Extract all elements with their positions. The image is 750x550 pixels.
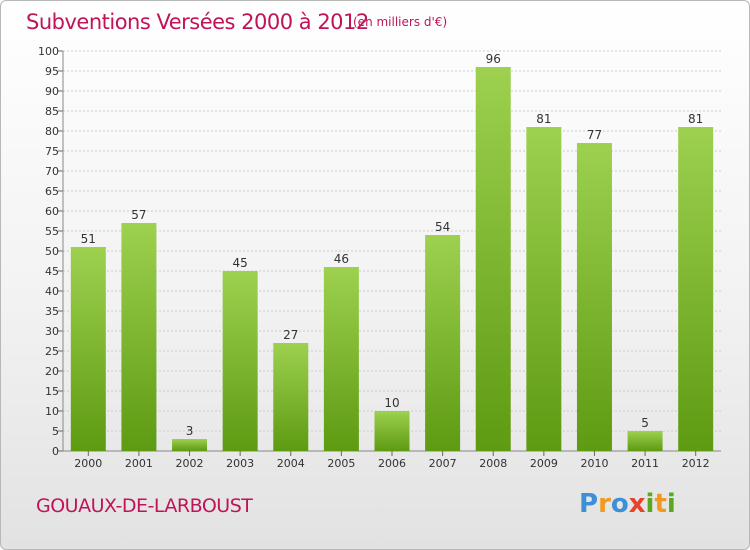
x-tick-label-2012: 2012 <box>682 457 710 470</box>
x-tick-label-2011: 2011 <box>631 457 659 470</box>
y-tick-label: 50 <box>45 245 59 258</box>
x-tick-labels: 2000 2001 2002 2003 2004 2005 2006 2007 2008 2009… <box>74 457 709 470</box>
y-tick-label: 60 <box>45 205 59 218</box>
logo-letter: o <box>610 489 629 519</box>
y-tick-label: 45 <box>45 265 59 278</box>
data-label-2009: 81 <box>536 112 551 126</box>
data-label-2006: 10 <box>384 396 399 410</box>
bar-2000 <box>70 247 106 451</box>
y-tick-labels: 0 5 10 15 20 25 30 35 40 45 50 55 60 65 70 75 80 85 90 95 10… <box>38 45 59 458</box>
logo-letter: x <box>628 489 646 519</box>
x-tick-label-2001: 2001 <box>125 457 153 470</box>
x-tick-label-2010: 2010 <box>580 457 608 470</box>
data-labels: 51 57 3 45 27 46 10 54 96 81 77 5 81 <box>81 52 704 438</box>
bar-2009 <box>526 127 562 451</box>
data-label-2001: 57 <box>131 208 146 222</box>
x-tick-label-2005: 2005 <box>327 457 355 470</box>
data-label-2002: 3 <box>186 424 194 438</box>
data-label-2004: 27 <box>283 328 298 342</box>
y-tick-label: 90 <box>45 85 59 98</box>
bar-2003 <box>222 271 258 451</box>
data-label-2011: 5 <box>641 416 649 430</box>
bar-2006 <box>374 411 410 451</box>
logo-letter: i <box>666 489 676 519</box>
x-tick-label-2003: 2003 <box>226 457 254 470</box>
x-tick-label-2006: 2006 <box>378 457 406 470</box>
y-tick-label: 95 <box>45 65 59 78</box>
x-tick-label-2004: 2004 <box>277 457 305 470</box>
data-label-2000: 51 <box>81 232 96 246</box>
bar-2010 <box>576 143 612 451</box>
y-tick-label: 65 <box>45 185 59 198</box>
bar-2012 <box>678 127 714 451</box>
bar-2011 <box>627 431 663 451</box>
logo-letter: t <box>654 489 667 519</box>
bars <box>70 67 714 451</box>
x-tick-label-2009: 2009 <box>530 457 558 470</box>
y-tick-label: 20 <box>45 365 59 378</box>
proxiti-logo: Proxiti <box>579 489 676 519</box>
x-tick-label-2007: 2007 <box>429 457 457 470</box>
y-tick-label: 85 <box>45 105 59 118</box>
y-tick-label: 5 <box>52 425 59 438</box>
y-tick-label: 30 <box>45 325 59 338</box>
y-tick-label: 35 <box>45 305 59 318</box>
data-label-2012: 81 <box>688 112 703 126</box>
x-tick-label-2002: 2002 <box>176 457 204 470</box>
data-label-2008: 96 <box>486 52 501 66</box>
grid-lines <box>63 50 721 452</box>
commune-name: GOUAUX-DE-LARBOUST <box>36 495 253 517</box>
y-tick-label: 70 <box>45 165 59 178</box>
unit-note: (en milliers d'€) <box>353 15 448 29</box>
bar-2004 <box>273 343 309 451</box>
data-label-2007: 54 <box>435 220 450 234</box>
bar-2001 <box>121 223 157 451</box>
logo-letter: r <box>598 489 611 519</box>
logo-letter: P <box>579 489 599 519</box>
bar-2007 <box>425 235 461 451</box>
bar-2008 <box>475 67 511 451</box>
y-tick-label: 10 <box>45 405 59 418</box>
bar-2005 <box>323 267 359 451</box>
y-tick-label: 55 <box>45 225 59 238</box>
data-label-2003: 45 <box>233 256 248 270</box>
chart-title: Subventions Versées 2000 à 2012 <box>26 10 369 34</box>
y-tick-label: 75 <box>45 145 59 158</box>
y-tick-label: 100 <box>38 45 59 58</box>
y-tick-label: 40 <box>45 285 59 298</box>
bar-2002 <box>172 439 208 451</box>
logo-letter: i <box>645 489 655 519</box>
x-tick-label-2008: 2008 <box>479 457 507 470</box>
y-tick-label: 15 <box>45 385 59 398</box>
data-label-2010: 77 <box>587 128 602 142</box>
data-label-2005: 46 <box>334 252 349 266</box>
x-tick-label-2000: 2000 <box>74 457 102 470</box>
y-tick-label: 25 <box>45 345 59 358</box>
y-tick-label: 80 <box>45 125 59 138</box>
y-tick-label: 0 <box>52 445 59 458</box>
